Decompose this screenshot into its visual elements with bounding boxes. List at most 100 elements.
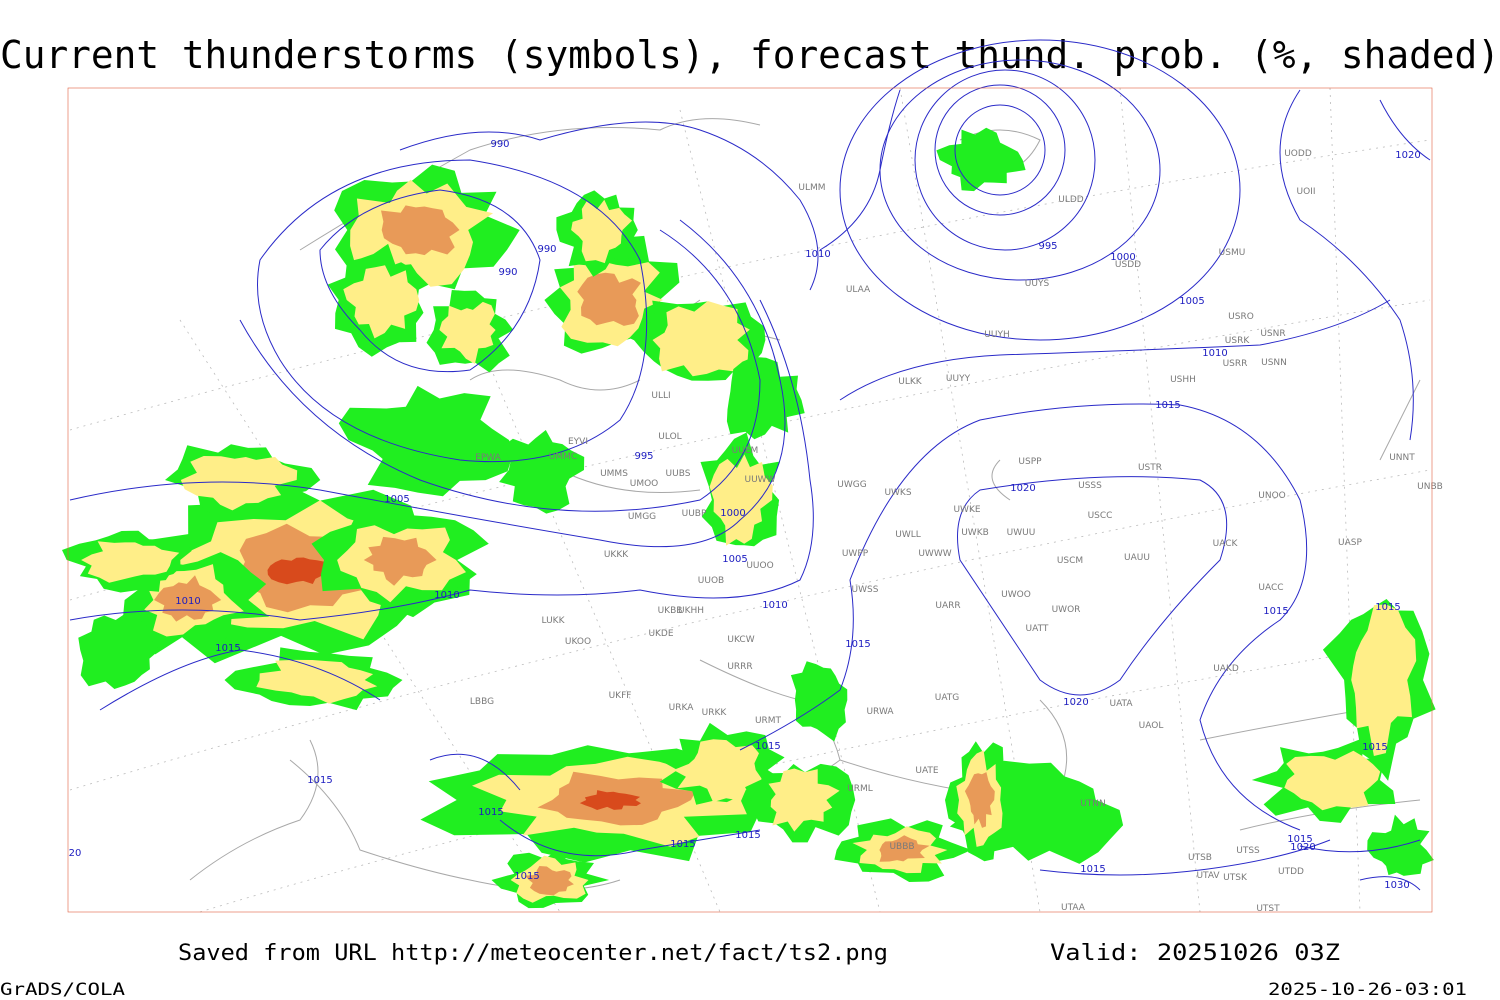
isobar-label: 995 — [1038, 241, 1057, 252]
station-label: UAKD — [1213, 664, 1239, 674]
station-label: UUOB — [698, 576, 724, 586]
isobar-label: 1020 — [1395, 150, 1420, 161]
probability-area — [577, 272, 641, 326]
isobar-label: 20 — [69, 848, 82, 859]
probability-area — [439, 301, 496, 364]
isobar-label: 1015 — [1362, 742, 1387, 753]
isobar-label: 1010 — [1202, 348, 1227, 359]
isobar-label: 1010 — [805, 249, 830, 260]
station-label: URRR — [727, 662, 752, 672]
station-label: LBBG — [470, 697, 494, 707]
station-label: URMT — [755, 716, 782, 726]
station-label: UKCW — [727, 635, 754, 645]
probability-area — [78, 613, 160, 689]
station-label: UWPP — [842, 549, 869, 559]
station-label: USNN — [1261, 358, 1287, 368]
station-label: UKFF — [609, 691, 632, 701]
probability-area — [343, 265, 420, 339]
probability-area — [964, 772, 995, 828]
station-label: UWKE — [953, 505, 980, 515]
probability-area — [338, 385, 513, 497]
isobar-label: 990 — [537, 244, 556, 255]
isobar-label: 1005 — [384, 494, 409, 505]
station-label: LUKK — [542, 616, 566, 626]
station-label: USRO — [1228, 312, 1254, 322]
station-label: UMMC — [549, 452, 577, 462]
station-label: UBBB — [889, 842, 914, 852]
probability-area — [363, 536, 437, 586]
station-label: UAUU — [1124, 553, 1150, 563]
station-label: UUWW — [745, 475, 776, 485]
station-label: USDD — [1115, 260, 1141, 270]
station-label: UATA — [1109, 699, 1133, 709]
probability-area — [180, 456, 298, 511]
station-label: ULDD — [1058, 195, 1084, 205]
probability-area — [579, 790, 641, 810]
isobar-label: 1010 — [762, 600, 787, 611]
isobar-label: 1000 — [1110, 252, 1135, 263]
isobar-label: 1005 — [722, 554, 747, 565]
timestamp: 2025-10-26-03:01 — [1268, 980, 1467, 1000]
isobar-label: 1020 — [1290, 842, 1315, 853]
isobar-label: 1005 — [1179, 296, 1204, 307]
station-label: UKBB — [658, 606, 683, 616]
map-border — [67, 87, 1433, 913]
isobar-label: 1015 — [215, 643, 240, 654]
station-label: UATG — [935, 693, 960, 703]
isobar-label: 1015 — [755, 741, 780, 752]
station-label: ULKK — [898, 377, 923, 387]
probability-area — [267, 557, 330, 585]
station-label: UAOL — [1139, 721, 1164, 731]
probability-area — [768, 768, 840, 832]
station-label: UARR — [935, 601, 960, 611]
isobars — [69, 39, 1431, 891]
station-label: USTR — [1138, 463, 1162, 473]
station-label: UUOO — [746, 561, 773, 571]
isobar-label: 1015 — [735, 830, 760, 841]
isobar-label: 1015 — [1263, 606, 1288, 617]
station-label: UTSS — [1236, 846, 1260, 856]
station-label: UOII — [1297, 187, 1316, 197]
station-label: UUYS — [1025, 279, 1050, 289]
station-label: UTNN — [1080, 799, 1106, 809]
isobar-label: 1000 — [720, 508, 745, 519]
station-label: UWKB — [961, 528, 989, 538]
station-label: URWA — [866, 707, 894, 717]
valid-time: Valid: 20251026 03Z — [1050, 941, 1340, 966]
station-label: UWLL — [895, 530, 921, 540]
station-label: URML — [847, 784, 873, 794]
station-label: EYVI — [568, 437, 588, 447]
station-label: USCC — [1088, 511, 1113, 521]
station-label: USRK — [1225, 336, 1251, 346]
station-label: UWOR — [1052, 605, 1081, 615]
station-label: ULOL — [658, 432, 681, 442]
station-label: URKA — [669, 703, 695, 713]
station-label: UWKS — [884, 488, 911, 498]
isobar-label: 1015 — [478, 807, 503, 818]
station-label: USNR — [1260, 329, 1285, 339]
probability-area — [879, 835, 930, 862]
station-label: UTDD — [1278, 867, 1304, 877]
isobar-label: 1015 — [1287, 834, 1312, 845]
probability-area — [81, 541, 180, 583]
isobar-label: 995 — [634, 451, 653, 462]
station-label: UTSB — [1188, 853, 1212, 863]
isobar-label: 1015 — [307, 775, 332, 786]
station-label: UTST — [1256, 904, 1280, 914]
station-label: UTAV — [1196, 871, 1220, 881]
station-label: USCM — [1057, 556, 1083, 566]
isobar-label: 1010 — [175, 596, 200, 607]
station-label: UNNT — [1389, 453, 1415, 463]
station-label: UWWW — [918, 549, 951, 559]
isobar-label: 1015 — [670, 839, 695, 850]
station-label: UNBB — [1417, 482, 1443, 492]
station-label: UUBP — [682, 509, 707, 519]
station-label: UATT — [1026, 624, 1049, 634]
station-label: UTAA — [1061, 903, 1086, 913]
probability-area — [790, 661, 848, 742]
station-label: UWOO — [1001, 590, 1031, 600]
station-label: UKOO — [565, 637, 591, 647]
probability-area — [571, 199, 633, 264]
probability-area — [524, 866, 574, 896]
probability-area — [936, 127, 1026, 192]
